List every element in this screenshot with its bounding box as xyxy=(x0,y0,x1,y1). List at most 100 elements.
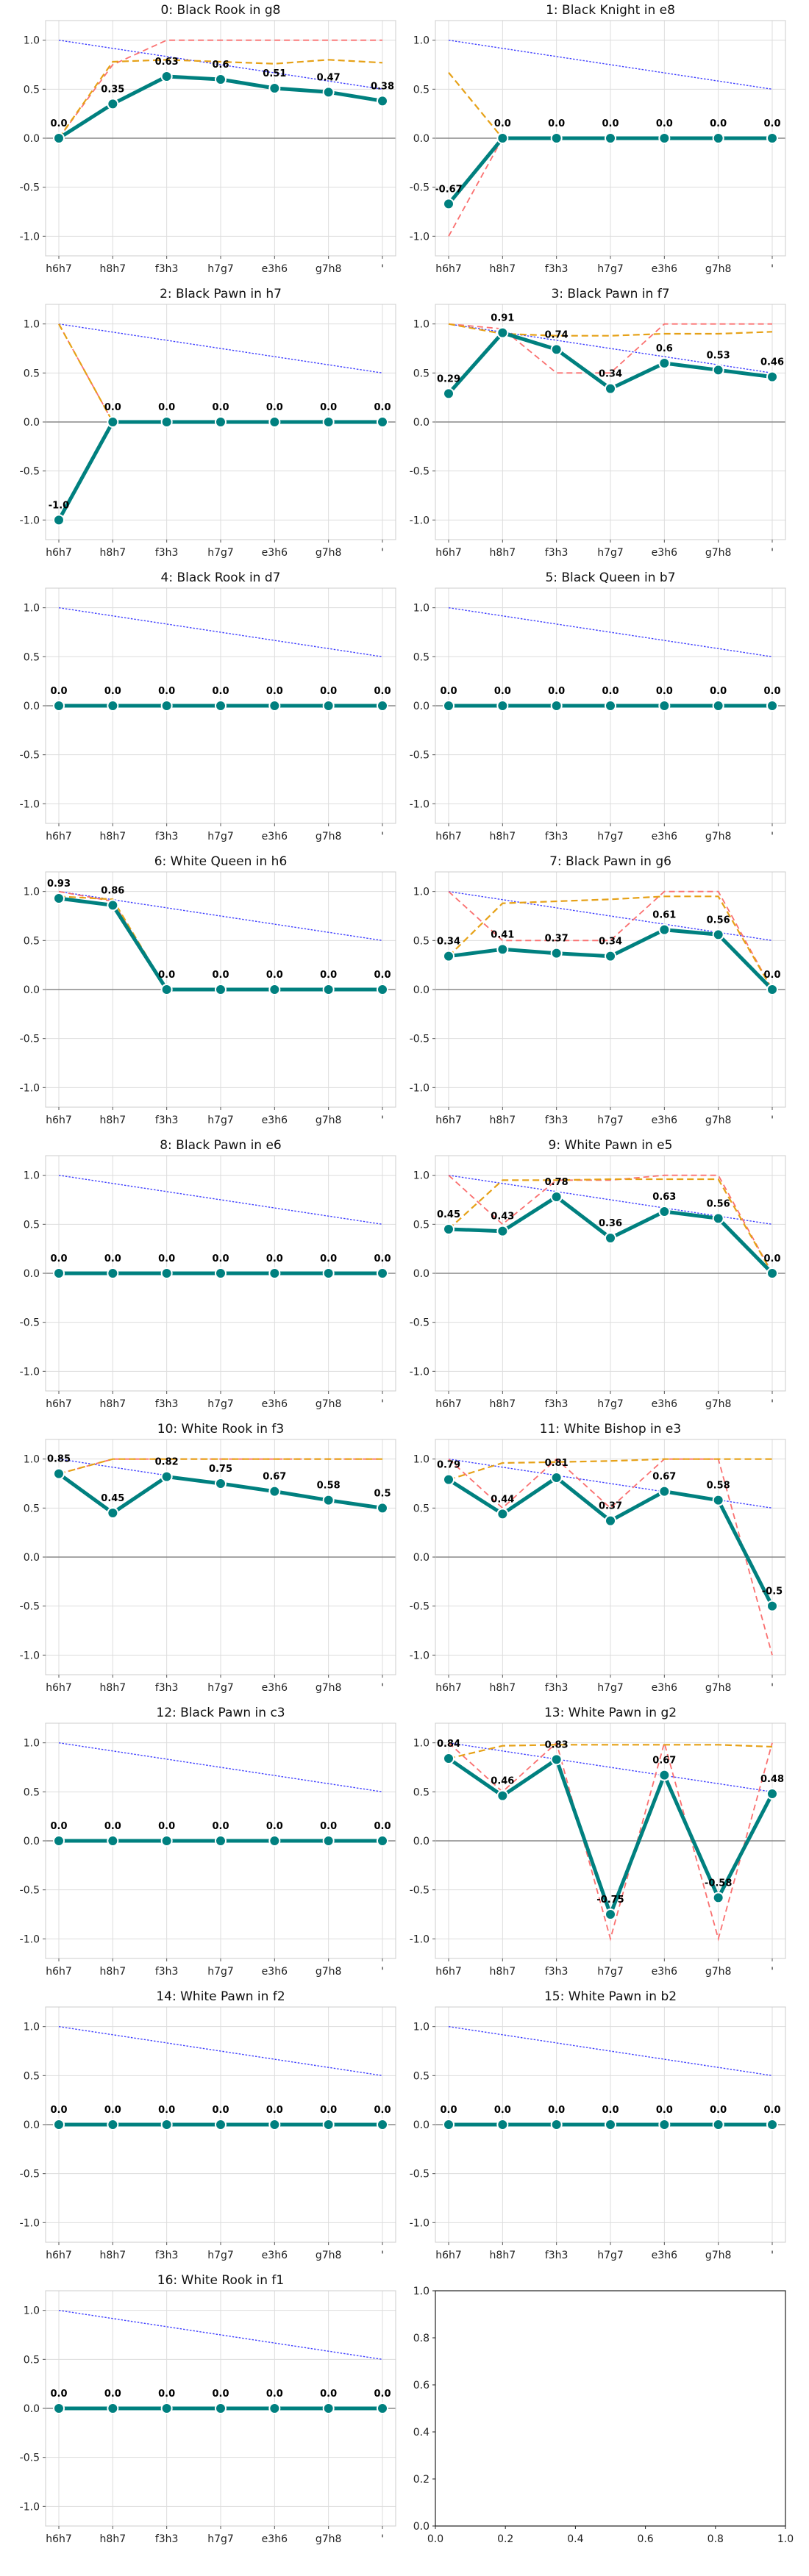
data-point xyxy=(160,700,173,712)
data-point xyxy=(322,2119,335,2130)
baseline-series-line xyxy=(58,1742,383,1793)
data-point xyxy=(107,700,119,712)
y-tick-label: -0.5 xyxy=(410,1034,430,1045)
subplot-2: -1.0 0.0 0.0 0.0 0.0 0.0 0.0 1.0 0.5 0.0 -0.5 -1.0 h… xyxy=(20,287,396,559)
x-tick-label: g7h8 xyxy=(316,1682,342,1694)
data-point xyxy=(215,74,227,85)
subplot-6: 0.93 0.86 0.0 0.0 0.0 0.0 0.0 1.0 0.5 0.0 -0.5 -1.0… xyxy=(20,854,396,1126)
x-tick-label: h6h7 xyxy=(46,547,72,559)
data-point xyxy=(215,984,227,995)
data-point xyxy=(605,1232,616,1244)
data-point xyxy=(658,923,671,936)
data-point xyxy=(550,1753,563,1766)
data-point xyxy=(496,326,509,339)
x-tick-label: h8h7 xyxy=(100,1966,126,1978)
subplot-title: 1: Black Knight in e8 xyxy=(546,3,675,18)
subplot-9: 0.45 0.43 0.78 0.36 0.63 0.56 0.0 1.0 0.5 0.0 -0.5… xyxy=(410,1138,786,1410)
data-point xyxy=(496,700,509,712)
x-tick-label: ' xyxy=(771,263,774,275)
x-tick-label: e3h6 xyxy=(652,263,677,275)
data-point xyxy=(766,371,778,383)
y-tick-label: 1.0 xyxy=(413,35,430,47)
data-label: 0.0 xyxy=(266,2389,283,2400)
x-tick-label: h8h7 xyxy=(490,1966,516,1978)
data-label: 0.0 xyxy=(440,2105,457,2116)
empty-x-tick-label: 0.8 xyxy=(708,2533,724,2545)
data-label: 0.53 xyxy=(707,350,730,361)
data-label: 0.0 xyxy=(763,970,780,981)
data-label: 0.0 xyxy=(266,970,283,981)
y-tick-label: -1.0 xyxy=(410,1082,430,1094)
y-tick-label: -1.0 xyxy=(410,1650,430,1661)
data-label: 0.0 xyxy=(440,686,457,697)
x-tick-label: ' xyxy=(381,2250,384,2261)
data-label: 0.0 xyxy=(266,2105,283,2116)
y-tick-label: -1.0 xyxy=(20,515,40,526)
x-tick-label: h7g7 xyxy=(207,1682,234,1694)
data-label: 0.58 xyxy=(317,1481,341,1492)
data-point xyxy=(268,984,281,995)
x-tick-label: h7g7 xyxy=(207,831,234,842)
data-point xyxy=(605,382,616,395)
empty-y-tick-label: 1.0 xyxy=(413,2286,430,2297)
x-tick-label: h8h7 xyxy=(100,2533,126,2545)
y-tick-label: -0.5 xyxy=(20,2169,40,2180)
data-point xyxy=(268,82,281,94)
x-tick-label: f3h3 xyxy=(545,1398,569,1410)
empty-x-tick-label: 0.2 xyxy=(497,2533,513,2545)
data-point xyxy=(53,700,65,712)
y-tick-label: 1.0 xyxy=(413,319,430,331)
red-dashed-series-line xyxy=(448,1740,773,1942)
data-label: 0.44 xyxy=(491,1494,514,1505)
y-tick-label: 0.5 xyxy=(413,1503,430,1514)
x-tick-label: h6h7 xyxy=(46,2533,72,2545)
data-label: 0.0 xyxy=(212,402,229,413)
data-point xyxy=(322,416,335,428)
data-label: 0.0 xyxy=(763,118,780,129)
subplot-title: 12: Black Pawn in c3 xyxy=(156,1706,285,1720)
x-tick-label: h7g7 xyxy=(207,1115,234,1126)
data-label: 0.0 xyxy=(374,1253,391,1264)
x-tick-label: g7h8 xyxy=(705,831,732,842)
data-point xyxy=(53,892,65,904)
data-point xyxy=(712,132,724,144)
subplot-10: 0.85 0.45 0.82 0.75 0.67 0.58 0.5 1.0 0.5 0.0 -0.5… xyxy=(20,1422,396,1694)
x-tick-label: h7g7 xyxy=(597,547,624,559)
data-label: 0.93 xyxy=(47,879,71,890)
data-point xyxy=(160,1835,173,1847)
x-tick-label: h8h7 xyxy=(490,263,516,275)
x-tick-label: g7h8 xyxy=(705,1966,732,1978)
x-tick-label: h7g7 xyxy=(207,547,234,559)
data-point xyxy=(160,2119,173,2130)
data-point xyxy=(712,1892,724,1904)
data-point xyxy=(160,1267,173,1279)
x-tick-label: e3h6 xyxy=(652,1398,677,1410)
data-label: 0.0 xyxy=(104,1253,121,1264)
x-tick-label: g7h8 xyxy=(316,547,342,559)
subplot-title: 10: White Rook in f3 xyxy=(157,1422,284,1437)
data-point xyxy=(550,132,563,144)
y-tick-label: 1.0 xyxy=(413,1170,430,1182)
data-point xyxy=(496,132,509,144)
x-tick-label: h6h7 xyxy=(46,2250,72,2261)
x-tick-label: e3h6 xyxy=(652,2250,677,2261)
data-point xyxy=(215,1267,227,1279)
subplot-title: 0: Black Rook in g8 xyxy=(161,3,281,18)
data-label: 0.0 xyxy=(374,2389,391,2400)
x-tick-label: h7g7 xyxy=(597,263,624,275)
y-tick-label: 0.0 xyxy=(413,1836,430,1847)
data-label: 0.0 xyxy=(763,2105,780,2116)
data-point xyxy=(443,1223,455,1235)
data-point xyxy=(605,1908,616,1920)
data-label: 0.56 xyxy=(707,1198,730,1209)
y-tick-label: 1.0 xyxy=(24,1170,40,1182)
data-label: 0.0 xyxy=(494,2105,511,2116)
x-tick-label: g7h8 xyxy=(705,1115,732,1126)
data-point xyxy=(268,2403,281,2414)
data-label: 0.0 xyxy=(374,2105,391,2116)
empty-axes: 0.00.0 0.2 0.2 0.4 0.4 0.6 0.6 0.8 0.8 1.0 1.0 xyxy=(413,2286,794,2545)
x-tick-label: h7g7 xyxy=(207,1398,234,1410)
data-point xyxy=(712,700,724,712)
y-tick-label: 0.0 xyxy=(413,701,430,712)
